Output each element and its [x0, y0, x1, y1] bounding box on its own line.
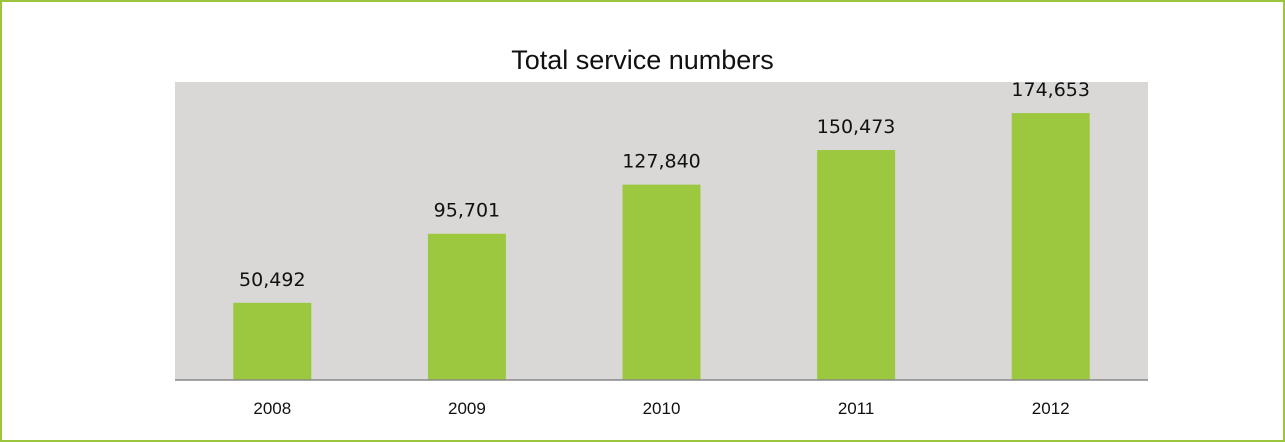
- x-tick-label-2012: 2012: [1032, 399, 1070, 418]
- bar-2012: [1011, 113, 1090, 380]
- data-label-2008: 50,492: [239, 269, 305, 291]
- bar-2009: [427, 233, 506, 380]
- data-label-2009: 95,701: [434, 200, 500, 222]
- bar-2010: [622, 184, 701, 380]
- bar-2011: [817, 150, 896, 380]
- bar-2008: [233, 302, 312, 380]
- x-tick-label-2010: 2010: [643, 399, 681, 418]
- data-label-2012: 174,653: [1011, 79, 1090, 101]
- chart-title: Total service numbers: [511, 45, 774, 75]
- x-tick-label-2011: 2011: [838, 399, 875, 418]
- bars-group: [233, 113, 1090, 380]
- x-tick-label-2009: 2009: [448, 399, 486, 418]
- data-label-2010: 127,840: [622, 151, 701, 173]
- labels-group: 50,492 2008 95,701 2009 127,840 2010 150,473 20…: [239, 79, 1090, 418]
- x-tick-label-2008: 2008: [253, 399, 291, 418]
- data-label-2011: 150,473: [817, 116, 896, 138]
